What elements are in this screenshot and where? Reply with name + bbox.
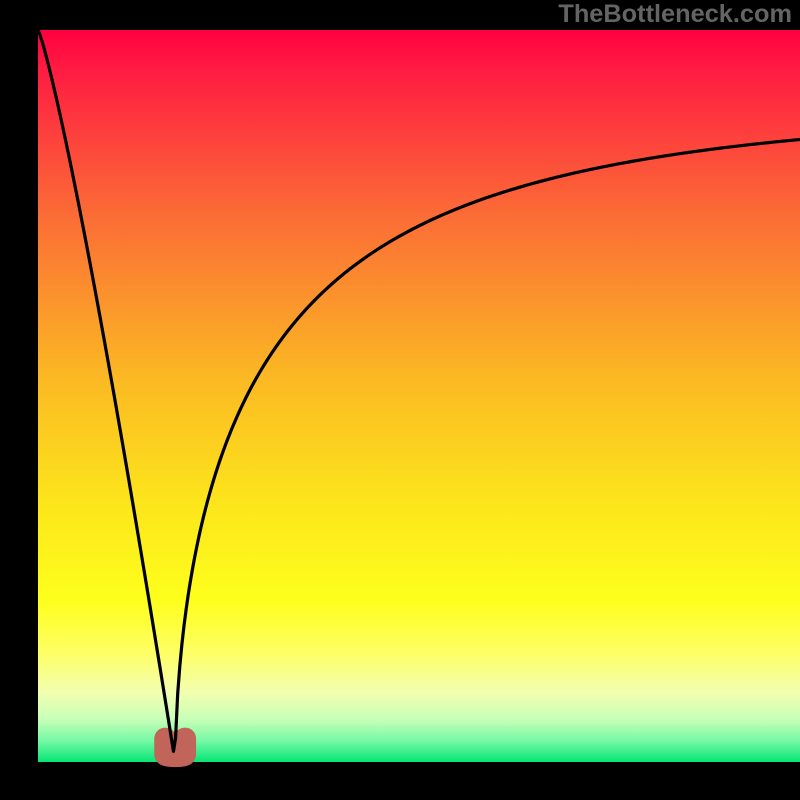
curves-layer: [38, 30, 800, 762]
plot-area: [38, 30, 800, 762]
chart-frame: TheBottleneck.com: [0, 0, 800, 800]
watermark-text: TheBottleneck.com: [558, 2, 792, 27]
bottleneck-curve: [38, 30, 800, 751]
